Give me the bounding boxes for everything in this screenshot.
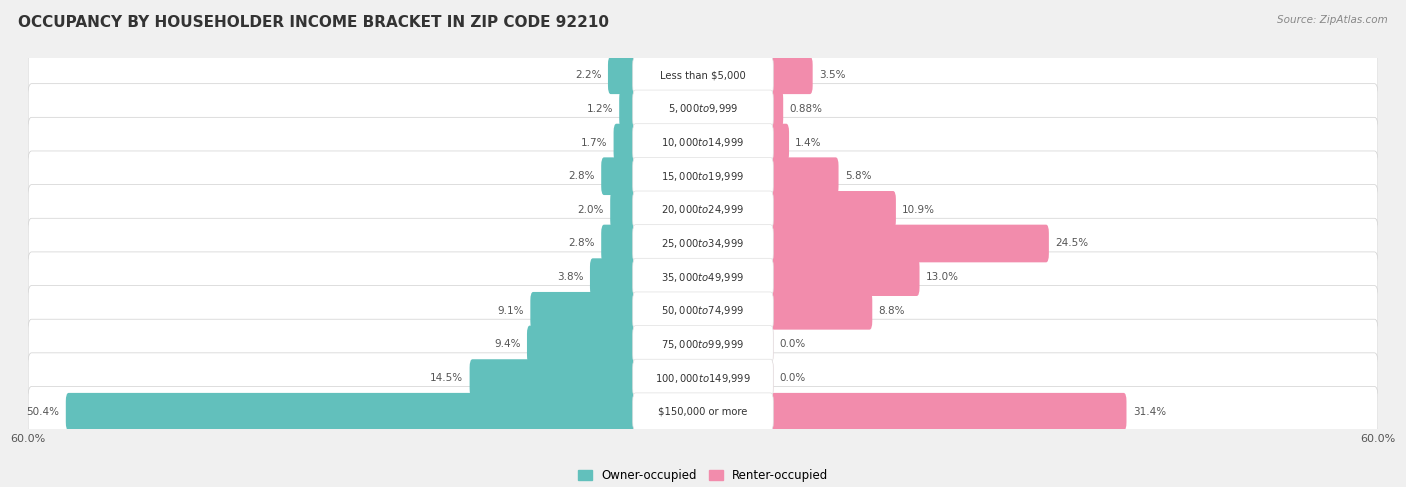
Text: 13.0%: 13.0% (925, 272, 959, 282)
Text: OCCUPANCY BY HOUSEHOLDER INCOME BRACKET IN ZIP CODE 92210: OCCUPANCY BY HOUSEHOLDER INCOME BRACKET … (18, 15, 609, 30)
Text: 24.5%: 24.5% (1054, 239, 1088, 248)
Text: 1.2%: 1.2% (586, 104, 613, 114)
FancyBboxPatch shape (28, 117, 1378, 168)
Text: 2.8%: 2.8% (568, 171, 595, 181)
Text: 2.8%: 2.8% (568, 239, 595, 248)
FancyBboxPatch shape (610, 191, 638, 229)
FancyBboxPatch shape (768, 56, 813, 94)
Text: $35,000 to $49,999: $35,000 to $49,999 (661, 271, 745, 283)
FancyBboxPatch shape (633, 90, 773, 128)
FancyBboxPatch shape (768, 359, 773, 397)
Text: $25,000 to $34,999: $25,000 to $34,999 (661, 237, 745, 250)
Text: $75,000 to $99,999: $75,000 to $99,999 (661, 338, 745, 351)
Text: $20,000 to $24,999: $20,000 to $24,999 (661, 204, 745, 216)
Text: 0.0%: 0.0% (779, 373, 806, 383)
FancyBboxPatch shape (470, 359, 638, 397)
FancyBboxPatch shape (633, 56, 773, 94)
FancyBboxPatch shape (527, 326, 638, 363)
FancyBboxPatch shape (768, 124, 789, 161)
FancyBboxPatch shape (28, 50, 1378, 100)
FancyBboxPatch shape (607, 56, 638, 94)
Text: 1.7%: 1.7% (581, 137, 607, 148)
FancyBboxPatch shape (591, 258, 638, 296)
FancyBboxPatch shape (633, 292, 773, 330)
Legend: Owner-occupied, Renter-occupied: Owner-occupied, Renter-occupied (578, 469, 828, 482)
FancyBboxPatch shape (768, 292, 872, 330)
Text: $150,000 or more: $150,000 or more (658, 407, 748, 417)
Text: 0.88%: 0.88% (789, 104, 823, 114)
FancyBboxPatch shape (633, 393, 773, 431)
FancyBboxPatch shape (633, 326, 773, 363)
Text: 3.8%: 3.8% (557, 272, 583, 282)
FancyBboxPatch shape (28, 387, 1378, 437)
Text: 8.8%: 8.8% (879, 306, 905, 316)
Text: $15,000 to $19,999: $15,000 to $19,999 (661, 169, 745, 183)
Text: $5,000 to $9,999: $5,000 to $9,999 (668, 102, 738, 115)
Text: Source: ZipAtlas.com: Source: ZipAtlas.com (1277, 15, 1388, 25)
Text: 3.5%: 3.5% (818, 70, 845, 80)
Text: 2.2%: 2.2% (575, 70, 602, 80)
FancyBboxPatch shape (28, 218, 1378, 269)
Text: 10.9%: 10.9% (903, 205, 935, 215)
FancyBboxPatch shape (530, 292, 638, 330)
FancyBboxPatch shape (28, 185, 1378, 235)
FancyBboxPatch shape (28, 252, 1378, 302)
FancyBboxPatch shape (768, 225, 1049, 262)
FancyBboxPatch shape (28, 151, 1378, 202)
Text: 50.4%: 50.4% (27, 407, 59, 417)
FancyBboxPatch shape (768, 326, 773, 363)
Text: $100,000 to $149,999: $100,000 to $149,999 (655, 372, 751, 385)
FancyBboxPatch shape (633, 359, 773, 397)
Text: 9.4%: 9.4% (495, 339, 520, 350)
FancyBboxPatch shape (28, 319, 1378, 370)
FancyBboxPatch shape (619, 90, 638, 128)
FancyBboxPatch shape (28, 353, 1378, 403)
FancyBboxPatch shape (613, 124, 638, 161)
FancyBboxPatch shape (602, 225, 638, 262)
FancyBboxPatch shape (633, 191, 773, 229)
FancyBboxPatch shape (768, 90, 783, 128)
FancyBboxPatch shape (768, 157, 838, 195)
FancyBboxPatch shape (633, 124, 773, 161)
Text: $50,000 to $74,999: $50,000 to $74,999 (661, 304, 745, 318)
FancyBboxPatch shape (66, 393, 638, 431)
FancyBboxPatch shape (768, 393, 1126, 431)
Text: 0.0%: 0.0% (779, 339, 806, 350)
Text: 1.4%: 1.4% (796, 137, 821, 148)
Text: 31.4%: 31.4% (1133, 407, 1166, 417)
FancyBboxPatch shape (768, 191, 896, 229)
FancyBboxPatch shape (633, 258, 773, 296)
FancyBboxPatch shape (633, 157, 773, 195)
Text: 14.5%: 14.5% (430, 373, 464, 383)
FancyBboxPatch shape (28, 84, 1378, 134)
Text: 9.1%: 9.1% (498, 306, 524, 316)
FancyBboxPatch shape (633, 225, 773, 262)
Text: 5.8%: 5.8% (845, 171, 872, 181)
Text: Less than $5,000: Less than $5,000 (661, 70, 745, 80)
Text: 2.0%: 2.0% (578, 205, 605, 215)
FancyBboxPatch shape (28, 285, 1378, 336)
FancyBboxPatch shape (602, 157, 638, 195)
FancyBboxPatch shape (768, 258, 920, 296)
Text: $10,000 to $14,999: $10,000 to $14,999 (661, 136, 745, 149)
